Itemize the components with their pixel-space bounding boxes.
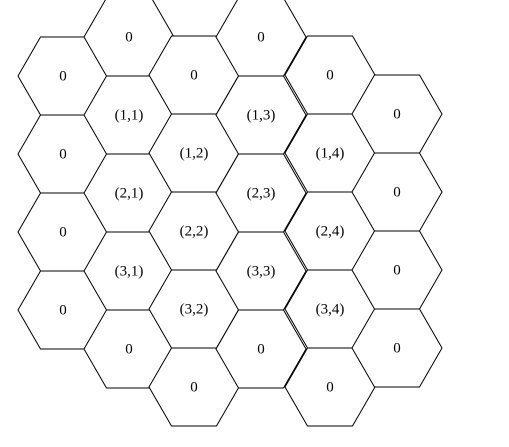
hex-label: (1,2) <box>180 145 209 161</box>
hex-label: 0 <box>59 68 67 84</box>
hex-label: 0 <box>59 302 67 318</box>
hex-cell: (3,3) <box>215 231 307 311</box>
hex-label: (1,4) <box>316 145 345 161</box>
hex-label: 0 <box>190 67 198 83</box>
hex-shape <box>215 309 307 389</box>
hex-label: 0 <box>257 341 265 357</box>
hex-label: 0 <box>125 341 133 357</box>
hex-label: (2,2) <box>180 223 209 239</box>
hex-label: 0 <box>59 224 67 240</box>
hex-label: 0 <box>393 184 401 200</box>
hex-label: (3,3) <box>247 263 276 279</box>
hex-cell: (1,3) <box>215 75 307 155</box>
hex-label: 0 <box>393 106 401 122</box>
hex-label: 0 <box>326 379 334 395</box>
hex-label: (2,3) <box>247 185 276 201</box>
hex-cell: (2,3) <box>215 153 307 233</box>
hex-cell: (1,2) <box>148 113 240 193</box>
hex-label: 0 <box>190 379 198 395</box>
hex-label: (1,1) <box>115 107 144 123</box>
hex-label: 0 <box>393 340 401 356</box>
hex-label: (3,4) <box>316 301 345 317</box>
hex-label: (3,2) <box>180 301 209 317</box>
hex-label: 0 <box>125 29 133 45</box>
hex-label: (2,1) <box>115 185 144 201</box>
hex-label: 0 <box>393 262 401 278</box>
hex-cell: (3,4) <box>284 269 376 349</box>
hex-cell: (1,1) <box>83 75 175 155</box>
hex-cell: (3,1) <box>83 231 175 311</box>
hex-label: (1,3) <box>247 107 276 123</box>
hex-label: 0 <box>326 67 334 83</box>
hex-shape <box>351 308 443 388</box>
hex-label: 0 <box>59 146 67 162</box>
hex-label: 0 <box>257 29 265 45</box>
hex-label: (2,4) <box>316 223 345 239</box>
hex-cell: 0 <box>215 309 307 389</box>
hex-label: (3,1) <box>115 263 144 279</box>
hex-cell: 0 <box>351 308 443 388</box>
